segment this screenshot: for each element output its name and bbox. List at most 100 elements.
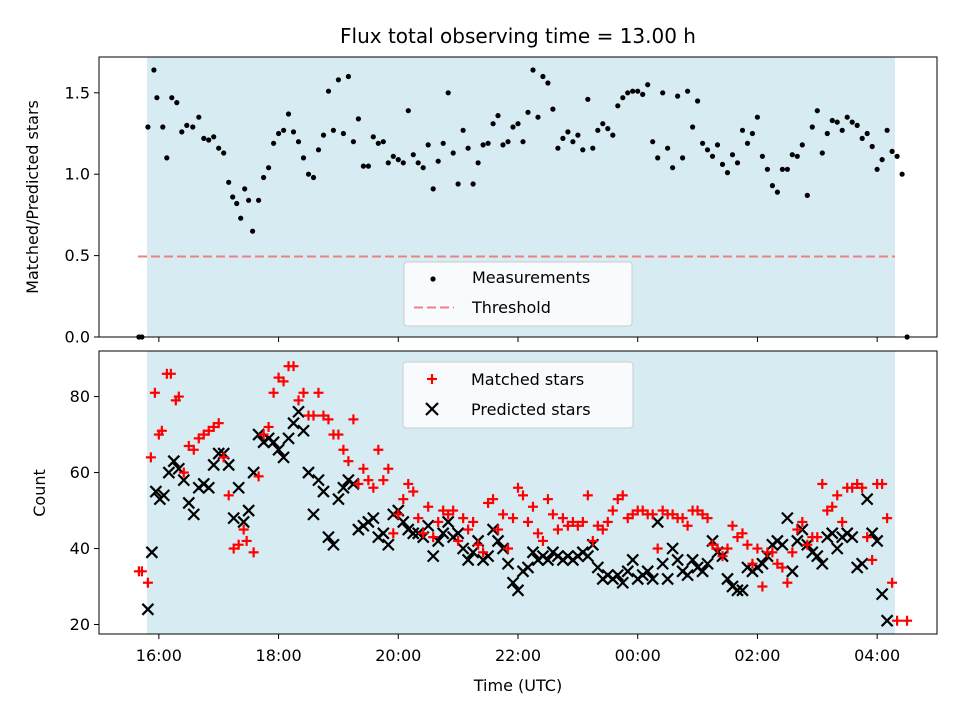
predicted-star-marker (666, 542, 679, 555)
matched-star-marker (742, 539, 753, 550)
matched-star-marker (737, 528, 748, 539)
matched-star-marker (218, 452, 229, 463)
measurement-point (655, 155, 661, 161)
matched-star-marker (812, 532, 823, 543)
bottom-y-axis-label: Count (30, 469, 49, 517)
measurement-point (879, 157, 885, 163)
predicted-star-marker (322, 530, 335, 544)
measurement-point (724, 170, 731, 176)
measurement-point (455, 181, 461, 187)
measurement-point (814, 108, 820, 114)
measurement-point (460, 127, 466, 133)
measurement-point (839, 127, 845, 133)
measurement-point (550, 106, 556, 112)
predicted-star-marker (526, 546, 540, 559)
matched-star-marker (468, 516, 479, 527)
measurement-point (490, 121, 496, 127)
top-y-axis-label: Matched/Predicted stars (23, 100, 42, 294)
matched-star-marker (463, 524, 474, 535)
predicted-star-marker (870, 534, 884, 548)
predicted-star-marker (272, 443, 285, 457)
predicted-star-marker (332, 492, 345, 506)
matched-star-marker (498, 509, 509, 520)
measurement-point (560, 135, 566, 141)
measurement-point (400, 160, 406, 166)
predicted-star-marker (182, 496, 196, 510)
top-y-tick-label: 1.0 (65, 165, 90, 184)
measurement-point (365, 163, 371, 169)
measurement-point (281, 127, 287, 133)
predicted-star-marker (287, 416, 300, 430)
measurement-point (759, 153, 766, 159)
matched-star-marker (258, 429, 269, 440)
measurement-point (485, 140, 491, 146)
measurement-point (670, 165, 676, 171)
matched-star-marker (233, 539, 244, 550)
measurement-point (625, 90, 631, 96)
matched-star-marker (857, 482, 868, 493)
measurement-point (899, 171, 905, 177)
measurement-point (380, 139, 386, 145)
matched-star-marker (522, 516, 533, 527)
measurement-point (295, 139, 302, 145)
predicted-star-marker (317, 485, 330, 498)
predicted-star-marker (581, 549, 595, 563)
predicted-star-marker (297, 424, 310, 438)
matched-star-marker (722, 543, 733, 554)
measurement-point (680, 155, 686, 161)
measurement-point (764, 166, 771, 172)
matched-star-marker (577, 516, 588, 527)
measurement-point (749, 130, 756, 137)
predicted-star-marker (880, 614, 894, 627)
matched-star-marker (552, 524, 563, 535)
measurement-point (360, 163, 366, 169)
measurement-point (238, 215, 244, 221)
top-legend: Measurements Threshold (403, 261, 633, 327)
matched-star-marker (448, 505, 459, 516)
predicted-star-marker (696, 565, 709, 578)
measurement-point (675, 93, 681, 99)
measurement-point (216, 145, 222, 151)
matched-star-marker (293, 395, 304, 406)
matched-star-marker (542, 494, 553, 505)
measurement-point (250, 228, 256, 234)
predicted-star-marker (222, 458, 235, 472)
measurement-point (630, 88, 636, 94)
matched-star-marker (503, 543, 514, 554)
measurement-point (196, 114, 202, 120)
measurement-point (169, 95, 175, 101)
measurement-point (145, 124, 151, 130)
predicted-star-marker (521, 561, 535, 574)
predicted-star-marker (855, 557, 869, 571)
matched-star-marker (418, 528, 429, 539)
matched-star-marker (827, 501, 838, 512)
matched-star-marker (348, 414, 359, 425)
measurement-point (565, 129, 571, 135)
predicted-legend-label: Predicted stars (471, 400, 591, 419)
measurement-point (700, 140, 706, 146)
matched-star-marker (373, 444, 384, 455)
measurement-point (445, 90, 451, 96)
measurement-point (645, 82, 651, 88)
bottom-x-ticks: 16:00 18:00 20:00 22:00 00:00 02:00 04:00 (136, 634, 900, 665)
matched-star-marker (173, 391, 184, 402)
measurement-point (734, 160, 741, 166)
matched-star-marker (248, 547, 259, 558)
measurement-point (829, 117, 835, 124)
measurement-point (794, 153, 800, 159)
matched-star-marker (333, 429, 344, 440)
measurement-point (320, 132, 327, 138)
predicted-star-marker (830, 542, 844, 555)
bottom-legend: Matched stars Predicted stars (402, 361, 634, 429)
predicted-star-marker (686, 553, 699, 567)
predicted-star-marker (621, 565, 635, 578)
matched-star-marker (241, 535, 252, 546)
predicted-star-marker (501, 557, 515, 571)
matched-star-marker (752, 543, 763, 554)
measurement-point (784, 166, 791, 172)
predicted-star-marker (845, 530, 859, 544)
matched-star-marker (388, 528, 399, 539)
predicted-star-marker (671, 553, 684, 567)
bottom-y-ticks: 20 40 60 80 (70, 387, 99, 634)
matched-star-marker (408, 486, 419, 497)
